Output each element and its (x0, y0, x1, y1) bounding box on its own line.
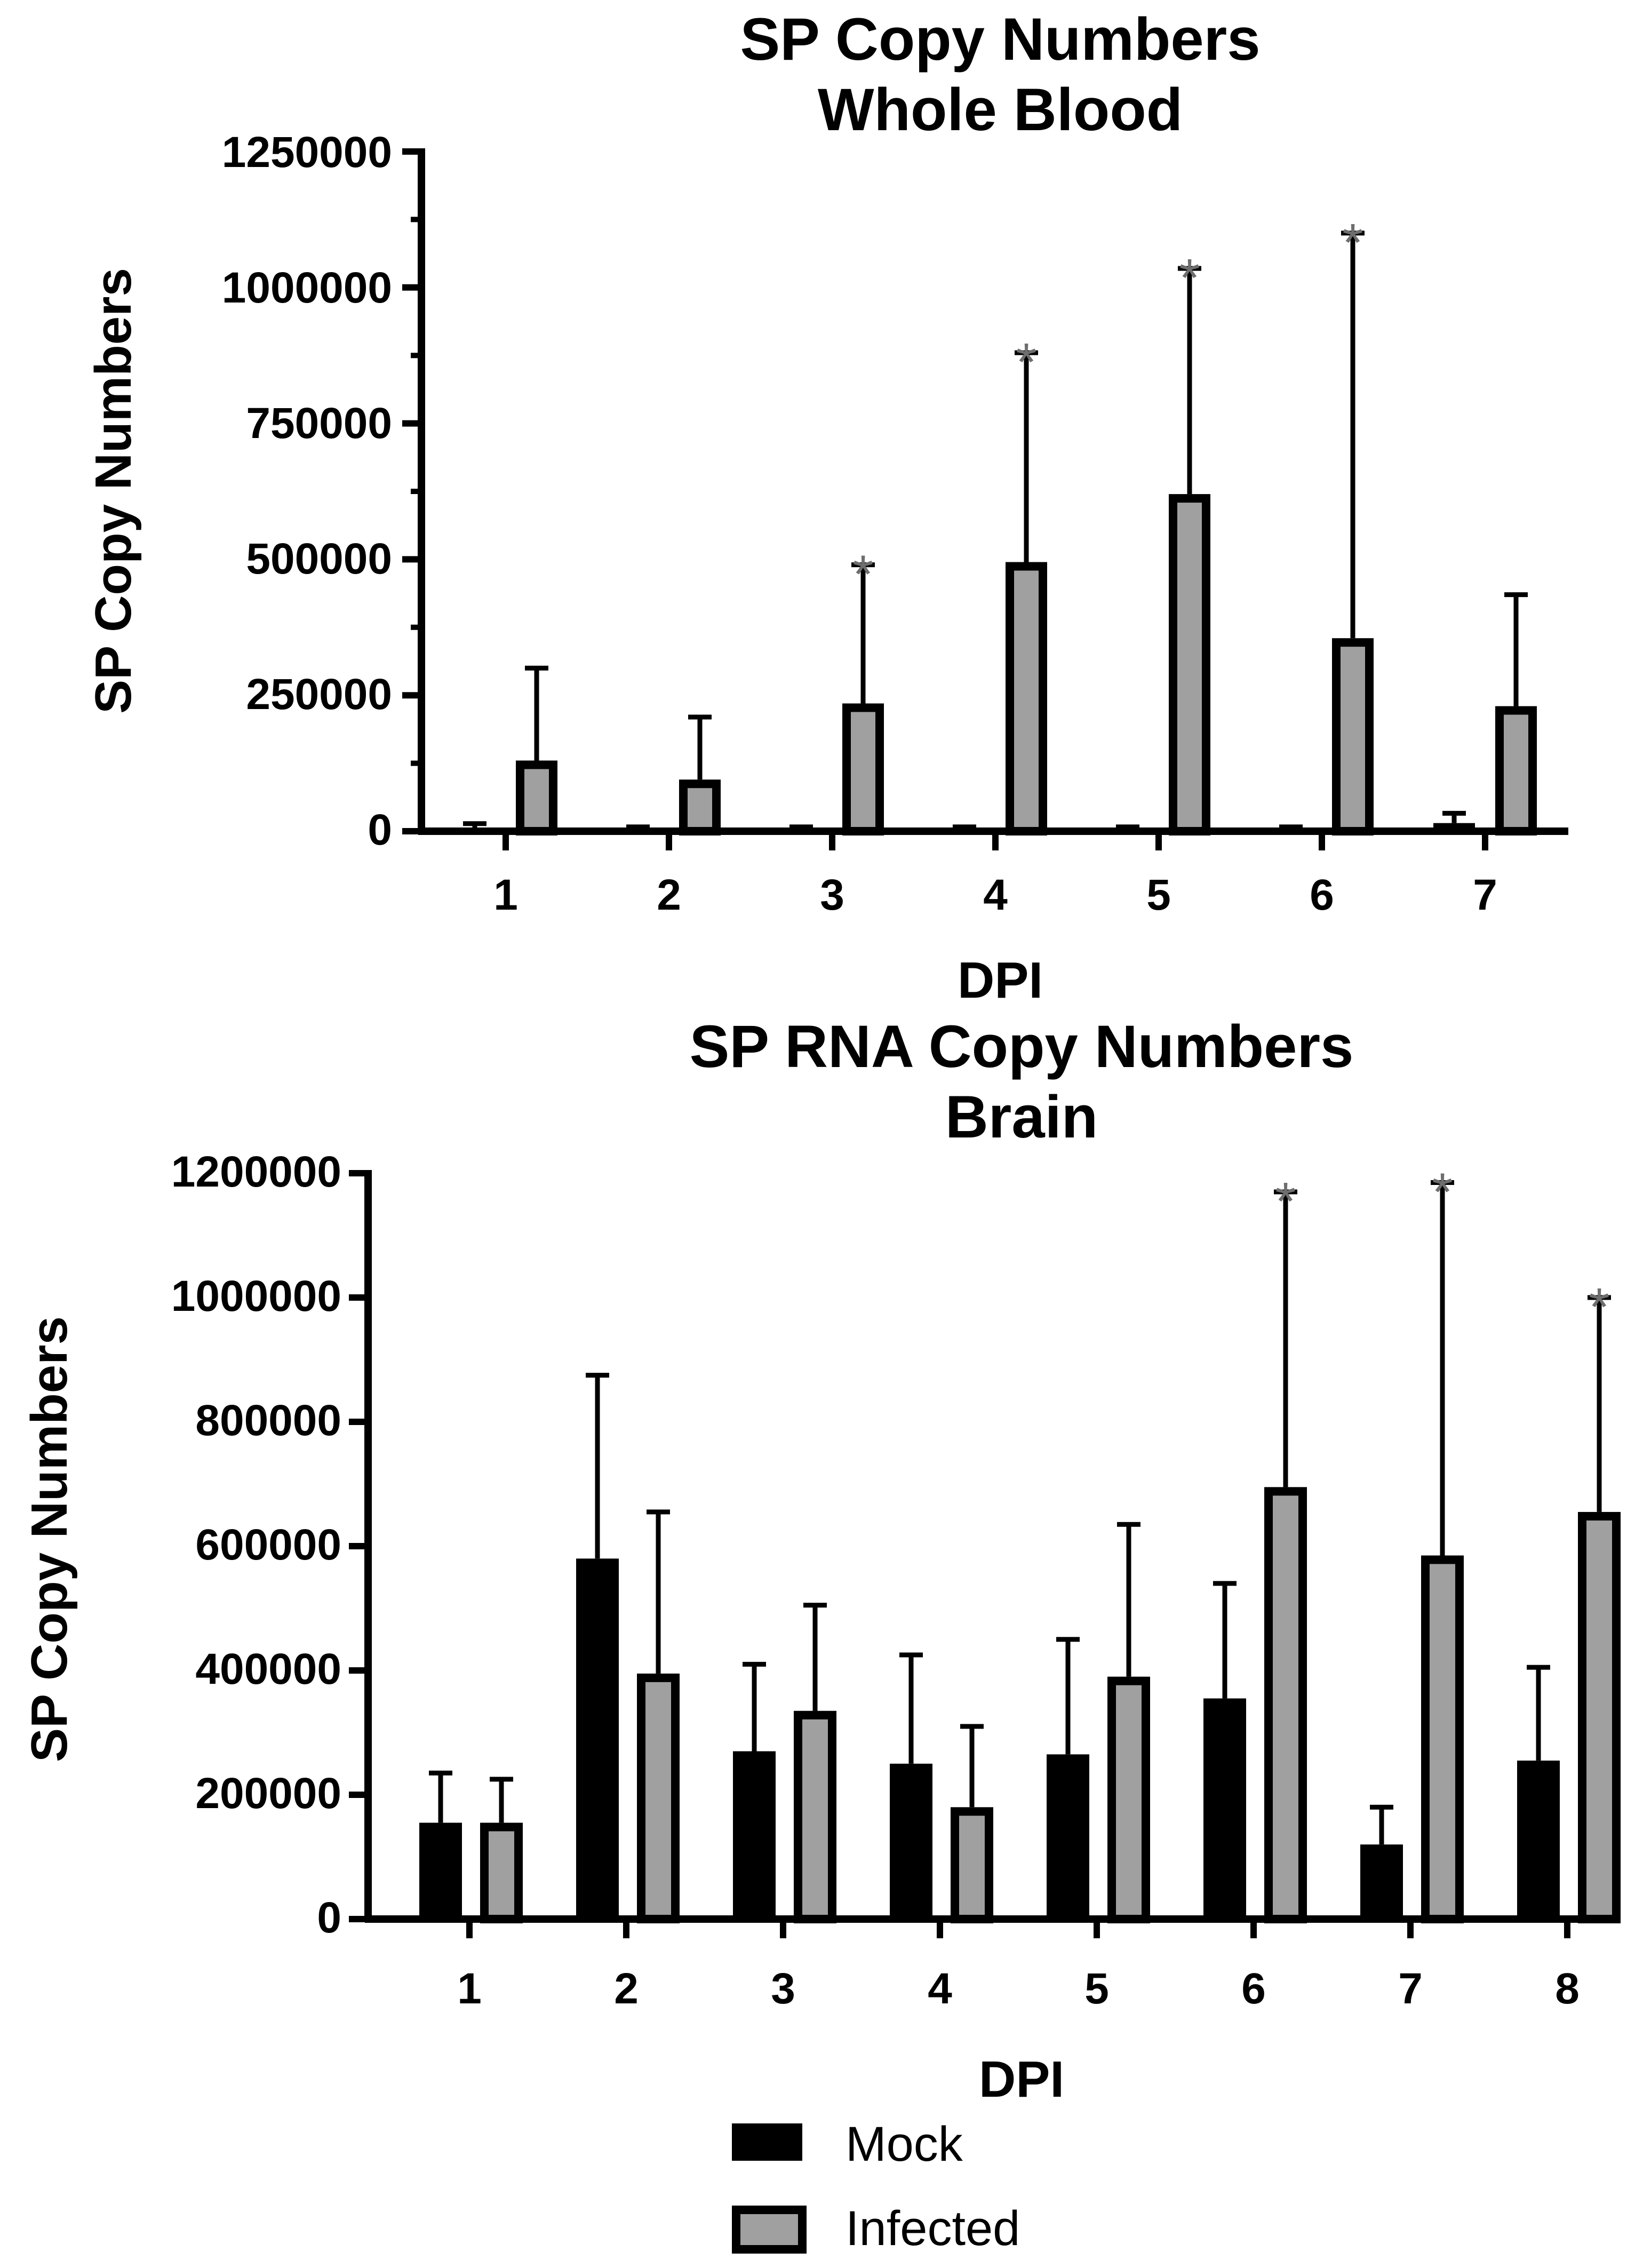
chart1-x-tick-label: 1 (493, 871, 518, 919)
chart1-plot-area: * * * * (454, 213, 1537, 836)
chart1-x-tick-label: 5 (1146, 871, 1171, 919)
chart1-y-tick-label: 1250000 (222, 128, 392, 177)
significance-star: * (1275, 1172, 1296, 1231)
chart1-y-tick-label: 750000 (246, 399, 392, 448)
bar-mock (1360, 1844, 1403, 1920)
significance-star: * (1179, 248, 1200, 308)
chart2-y-tick-label: 1000000 (171, 1272, 341, 1320)
chart2-x-tick-labels: 1 2 3 4 5 6 7 8 (457, 1964, 1580, 2013)
bar-mock (733, 1751, 776, 1920)
legend-swatch-infected (732, 2206, 807, 2254)
legend-swatch-mock (732, 2123, 802, 2161)
chart2-plot-area: * * * (419, 1162, 1621, 1924)
chart2-y-axis-title: SP Copy Numbers (21, 1316, 78, 1762)
bar-infected (1578, 1511, 1621, 1924)
bar-infected (1006, 562, 1047, 835)
legend: Mock Infected (732, 2117, 1020, 2256)
chart2-y-tick-labels: 0 200000 400000 600000 800000 1000000 12… (171, 1148, 341, 1942)
chart-whole-blood: SP Copy Numbers Whole Blood SP Copy Numb… (85, 6, 1568, 1009)
chart1-x-tick-label: 4 (983, 871, 1008, 919)
chart2-y-tick-label: 0 (317, 1893, 341, 1942)
bar-mock (576, 1558, 619, 1920)
chart2-y-tick-label: 400000 (195, 1645, 341, 1693)
significance-star: * (1016, 332, 1037, 392)
chart1-title: SP Copy Numbers (740, 6, 1260, 73)
chart1-y-tick-label: 0 (368, 806, 392, 854)
chart2-x-tick-label: 8 (1555, 1964, 1580, 2013)
significance-star: * (1589, 1277, 1610, 1337)
bar-mock (1203, 1698, 1246, 1920)
chart2-x-tick-label: 7 (1398, 1964, 1423, 2013)
chart2-x-tick-label: 3 (771, 1964, 795, 2013)
bar-infected (1332, 638, 1374, 835)
bar-infected (842, 703, 884, 836)
chart2-x-axis-title: DPI (979, 2051, 1064, 2108)
chart2-y-tick-label: 1200000 (171, 1148, 341, 1196)
chart2-x-tick-label: 5 (1084, 1964, 1109, 2013)
chart2-x-tick-label: 2 (614, 1964, 639, 2013)
bar-infected (1495, 706, 1537, 835)
chart1-x-tick-label: 2 (657, 871, 681, 919)
legend-label-mock: Mock (846, 2117, 963, 2171)
significance-star: * (853, 545, 874, 604)
bar-infected (1264, 1487, 1307, 1923)
bar-infected (480, 1823, 523, 1924)
chart2-x-tick-label: 6 (1241, 1964, 1266, 2013)
chart1-y-tick-label: 250000 (246, 670, 392, 719)
bar-infected (1169, 494, 1210, 835)
bar-infected (794, 1710, 836, 1924)
bar-mock (1517, 1760, 1560, 1920)
chart1-y-axis-title: SP Copy Numbers (85, 268, 142, 714)
bar-infected (1421, 1555, 1464, 1924)
chart2-y-tick-label: 600000 (195, 1521, 341, 1569)
bar-infected (516, 760, 557, 836)
chart1-x-axis-title: DPI (958, 952, 1043, 1009)
chart2-y-tick-label: 200000 (195, 1769, 341, 1818)
legend-label-infected: Infected (846, 2201, 1020, 2256)
chart1-x-tick-label: 6 (1310, 871, 1334, 919)
significance-star: * (1343, 213, 1363, 273)
chart2-subtitle: Brain (945, 1084, 1098, 1150)
bar-infected (679, 779, 721, 836)
chart-brain: SP RNA Copy Numbers Brain SP Copy Number… (21, 1013, 1621, 2108)
chart1-x-tick-labels: 1 2 3 4 5 6 7 (493, 871, 1497, 919)
chart1-axes (402, 148, 1568, 850)
bar-mock (419, 1823, 462, 1920)
chart1-y-tick-labels: 0 250000 500000 750000 1000000 1250000 (222, 128, 392, 854)
chart2-x-tick-label: 1 (457, 1964, 482, 2013)
bar-infected (951, 1807, 993, 1924)
chart2-title: SP RNA Copy Numbers (690, 1013, 1354, 1080)
chart1-subtitle: Whole Blood (818, 76, 1183, 143)
chart1-x-tick-label: 3 (820, 871, 844, 919)
bar-infected (637, 1673, 680, 1923)
chart1-y-tick-label: 1000000 (222, 264, 392, 312)
chart1-y-tick-label: 500000 (246, 535, 392, 583)
chart2-axes (349, 1170, 1616, 1938)
chart2-y-tick-label: 800000 (195, 1396, 341, 1445)
bar-mock (890, 1763, 932, 1920)
bar-infected (1107, 1676, 1150, 1923)
bar-mock (1047, 1754, 1089, 1920)
chart1-x-tick-label: 7 (1473, 871, 1497, 919)
chart2-x-tick-label: 4 (928, 1964, 952, 2013)
significance-star: * (1432, 1162, 1453, 1222)
